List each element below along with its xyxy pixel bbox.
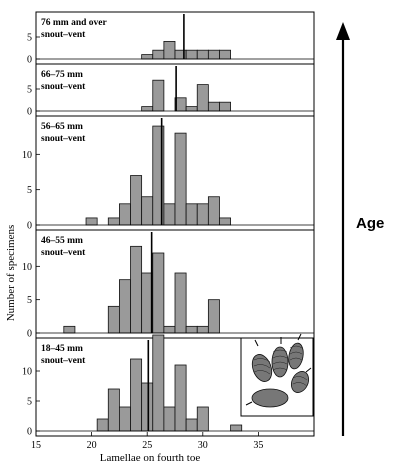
histogram-bar: [152, 252, 165, 334]
histogram-bar: [130, 175, 143, 226]
histogram-bar: [207, 101, 220, 112]
panel-label: snout–vent: [41, 134, 86, 144]
histogram-bar: [185, 106, 198, 112]
x-tick-label: 15: [31, 440, 41, 451]
histogram-bar: [196, 49, 209, 60]
y-tick-label: 5: [27, 85, 32, 96]
histogram-bar: [196, 203, 209, 226]
histogram-bar: [152, 334, 165, 432]
histogram-bar: [230, 424, 243, 432]
y-tick-label: 5: [27, 295, 32, 306]
lizard-foot-icon: [240, 333, 314, 417]
y-tick-label: 5: [27, 185, 32, 196]
histogram-bar: [196, 84, 209, 112]
y-tick-label: 0: [27, 221, 32, 232]
panel-label: 46–55 mm: [41, 236, 83, 246]
y-tick-label: 0: [27, 427, 32, 438]
panels-layer: 0 5 76 mm and over snout–vent 0 5 66–75 mm snou…: [22, 11, 315, 451]
x-axis: 15 20 25 30 35: [31, 432, 263, 451]
histogram-bar: [152, 79, 165, 112]
histogram-bar: [174, 364, 187, 432]
x-tick-label: 25: [142, 440, 152, 451]
y-tick-label: 5: [27, 397, 32, 408]
histogram-bar: [196, 325, 209, 334]
histogram-bar: [107, 217, 120, 226]
histogram-bar: [163, 203, 176, 226]
histogram-bar: [141, 196, 154, 226]
histogram-bar: [130, 245, 143, 334]
histogram-bar: [141, 106, 154, 112]
histogram-bar: [141, 382, 154, 432]
histogram-bar: [174, 272, 187, 334]
y-tick-label: 10: [22, 262, 32, 273]
age-arrow-head: [336, 22, 350, 40]
histogram-bar: [185, 418, 198, 432]
histogram-bar: [152, 49, 165, 60]
panel-label: snout–vent: [41, 356, 86, 366]
y-tick-label: 10: [22, 367, 32, 378]
histogram-bar: [119, 203, 131, 226]
histogram-bar: [185, 203, 198, 226]
histogram-bar: [96, 418, 109, 432]
panel-4: 0 5 10 18–45 mm snout–vent: [22, 334, 315, 438]
panel-frame: [35, 337, 315, 437]
x-tick-label: 30: [198, 440, 208, 451]
panel-label: snout–vent: [41, 82, 86, 92]
age-arrow: [336, 22, 350, 436]
histogram-bar: [219, 217, 231, 226]
panel-3: 0 5 10 46–55 mm snout–vent: [22, 229, 315, 340]
histogram-bar: [119, 406, 131, 432]
panel-label: snout–vent: [41, 248, 86, 258]
histogram-bar: [130, 358, 143, 432]
histogram-bar: [107, 388, 120, 432]
x-tick-label: 20: [87, 440, 97, 451]
x-tick-label: 35: [253, 440, 263, 451]
panel-2: 0 5 10 56–65 mm snout–vent: [22, 115, 315, 232]
histogram-bar: [163, 406, 176, 432]
panel-label: 18–45 mm: [41, 344, 83, 354]
y-axis-title: Number of specimens: [5, 225, 17, 322]
panel-0: 0 5 76 mm and over snout–vent: [27, 11, 315, 66]
histogram-bar: [163, 325, 176, 334]
histogram-bar: [196, 406, 209, 432]
histogram-bar: [185, 325, 198, 334]
histogram-bar: [207, 196, 220, 226]
histogram-bar: [207, 49, 220, 60]
panel-label: 56–65 mm: [41, 122, 83, 132]
histogram-bar: [219, 101, 231, 112]
histogram-bar: [85, 217, 98, 226]
histogram-bar: [163, 41, 176, 60]
y-tick-label: 0: [27, 329, 32, 340]
y-tick-label: 10: [22, 150, 32, 161]
histogram-bar: [107, 305, 120, 334]
y-tick-label: 0: [27, 107, 32, 118]
histogram-bar: [63, 325, 76, 334]
panel-label: 76 mm and over: [41, 18, 107, 28]
histogram-bar: [141, 54, 154, 60]
histogram-bar: [219, 49, 231, 60]
histogram-bar: [174, 132, 187, 226]
y-tick-label: 0: [27, 55, 32, 66]
panel-label: 66–75 mm: [41, 70, 83, 80]
histogram-bar: [185, 49, 198, 60]
histogram-bar: [119, 279, 131, 334]
panel-label: snout–vent: [41, 30, 86, 40]
age-label: Age: [356, 215, 384, 232]
y-tick-label: 5: [27, 33, 32, 44]
x-axis-title: Lamellae on fourth toe: [100, 452, 201, 464]
panel-1: 0 5 66–75 mm snout–vent: [27, 63, 315, 118]
histogram-bar: [207, 299, 220, 334]
